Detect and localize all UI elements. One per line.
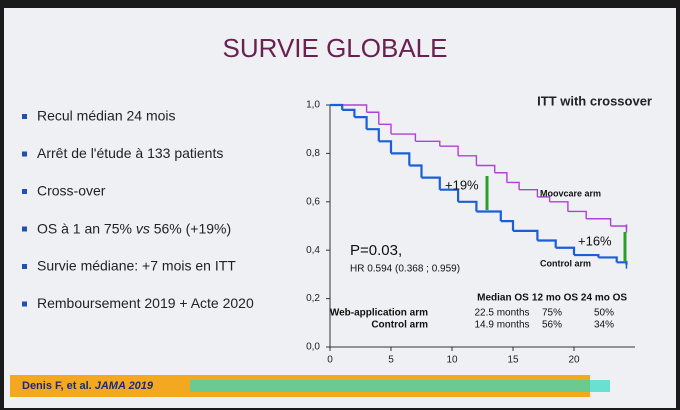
table-cell: 14.9 months bbox=[474, 320, 529, 331]
km-step bbox=[476, 164, 496, 173]
y-tick-label: 0,0 bbox=[306, 342, 320, 353]
bullet-dot bbox=[22, 264, 27, 269]
annotation: +19% bbox=[445, 177, 479, 192]
table-header: 12 mo OS bbox=[532, 293, 578, 304]
table-cell: Control arm bbox=[371, 320, 428, 331]
table-cell: 34% bbox=[594, 320, 614, 331]
bullet-part: 56% (+19%) bbox=[150, 220, 231, 236]
km-step bbox=[342, 108, 356, 118]
table: Median OS 12 mo OS 24 mo OS Web-application… bbox=[330, 293, 628, 331]
table-header: 24 mo OS bbox=[581, 293, 627, 304]
km-step bbox=[439, 188, 460, 202]
km-step bbox=[476, 210, 502, 222]
table-header: Median OS bbox=[477, 293, 529, 304]
km-step bbox=[366, 111, 380, 125]
bullet-text: Arrêt de l'étude à 133 patients bbox=[37, 145, 223, 161]
bullet-part: OS à 1 an 75% bbox=[37, 220, 136, 236]
bullet-text: Survie médiane: +7 mois en ITT bbox=[37, 258, 236, 274]
annotation: HR 0.594 (0.368 ; 0.959) bbox=[350, 264, 460, 275]
bullet-dot bbox=[22, 151, 27, 157]
slide-title: SURVIE GLOBALE bbox=[223, 33, 448, 63]
y-tick-label: 0,4 bbox=[306, 245, 320, 256]
km-step bbox=[366, 128, 380, 142]
annotation: +16% bbox=[578, 233, 612, 248]
km-step bbox=[519, 189, 539, 197]
km-step bbox=[391, 133, 417, 142]
bullet-text: Remboursement 2019 + Acte 2020 bbox=[37, 295, 254, 311]
table-cell: 75% bbox=[542, 308, 562, 319]
km-step bbox=[378, 140, 393, 154]
reference-journal: JAMA 2019 bbox=[95, 380, 154, 392]
km-step bbox=[555, 246, 576, 256]
y-tick-label: 1,0 bbox=[306, 100, 320, 111]
km-step bbox=[330, 103, 344, 110]
x-tick-label: 15 bbox=[507, 355, 519, 366]
bullet-text: Recul médian 24 mois bbox=[37, 108, 176, 124]
km-step bbox=[586, 218, 612, 226]
plot: 0,0 0,2 0,4 0,6 0,8 1,0 0 5 10 15 20 bbox=[306, 100, 635, 366]
chart-title: ITT with crossover bbox=[537, 93, 652, 108]
slide-bg bbox=[4, 8, 676, 408]
km-step bbox=[354, 116, 368, 130]
km-step bbox=[537, 239, 557, 248]
km-step bbox=[598, 256, 618, 263]
bullet-dot bbox=[22, 189, 27, 194]
bullet-dot bbox=[22, 301, 27, 307]
annotation: P=0.03, bbox=[350, 242, 402, 259]
km-step bbox=[409, 164, 423, 178]
bullets: Recul médian 24 mois Arrêt de l'étude à 1… bbox=[22, 108, 254, 311]
km-step bbox=[549, 201, 569, 212]
x-tick-label: 10 bbox=[446, 355, 458, 366]
bullet-dot bbox=[22, 226, 27, 232]
ref-bar-tint bbox=[190, 380, 610, 392]
km-step bbox=[378, 123, 392, 135]
reference-authors: Denis F, et al. bbox=[22, 380, 95, 392]
x-tick-label: 5 bbox=[388, 355, 394, 366]
km-step bbox=[439, 145, 459, 156]
km-step bbox=[494, 172, 508, 183]
bullet-text: OS à 1 an 75% vs 56% (+19%) bbox=[37, 220, 231, 236]
table-cell: Web-application arm bbox=[330, 308, 428, 319]
reference: Denis F, et al. JAMA 2019 bbox=[22, 380, 154, 392]
km-step bbox=[506, 181, 520, 190]
km-step bbox=[537, 196, 551, 202]
y-tick-label: 0,6 bbox=[306, 196, 320, 207]
bullet-text: Cross-over bbox=[37, 183, 106, 199]
table-cell: 50% bbox=[594, 308, 614, 319]
bullet-part: vs bbox=[136, 220, 150, 236]
km-step bbox=[458, 155, 478, 166]
bullet-dot bbox=[22, 114, 27, 119]
table-cell: 56% bbox=[542, 320, 562, 331]
y-tick-label: 0,8 bbox=[306, 148, 320, 159]
table-cell: 22.5 months bbox=[474, 308, 529, 319]
legend-label: Control arm bbox=[540, 258, 591, 268]
km-step bbox=[567, 210, 587, 219]
km-step bbox=[421, 176, 441, 190]
km-step bbox=[415, 140, 441, 147]
x-tick-label: 20 bbox=[568, 355, 580, 366]
y-tick-label: 0,2 bbox=[306, 293, 320, 304]
km-step bbox=[391, 152, 411, 166]
x-tick-label: 0 bbox=[327, 355, 333, 366]
legend-label: Moovcare arm bbox=[540, 188, 601, 198]
km-step bbox=[513, 229, 539, 241]
km-step bbox=[458, 200, 478, 212]
km-step bbox=[500, 220, 515, 231]
